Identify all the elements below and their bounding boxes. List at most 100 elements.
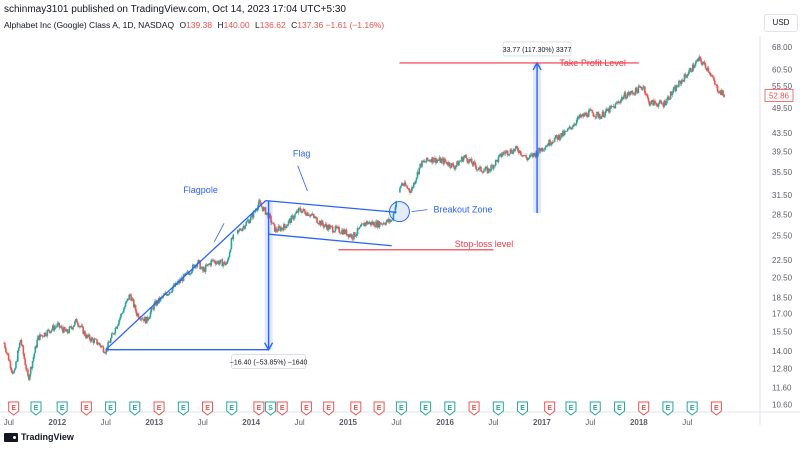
earnings-marker[interactable] <box>589 401 601 416</box>
currency-button[interactable]: USD <box>764 14 798 32</box>
candle <box>355 233 358 236</box>
candle <box>45 335 48 337</box>
candle <box>203 268 206 272</box>
candle <box>611 106 614 107</box>
earnings-marker[interactable] <box>468 401 480 416</box>
earnings-marker[interactable] <box>517 401 529 416</box>
earnings-marker[interactable] <box>276 401 288 416</box>
earnings-marker[interactable] <box>300 401 312 416</box>
tradingview-footer[interactable]: TradingView <box>4 432 74 443</box>
earnings-marker[interactable] <box>544 401 556 416</box>
earnings-marker[interactable] <box>350 401 362 416</box>
earnings-marker[interactable] <box>444 401 456 416</box>
candle <box>368 221 371 224</box>
candle <box>700 58 702 63</box>
candle <box>678 81 680 87</box>
candle <box>645 94 648 96</box>
last-price-label: 52.86 <box>769 91 790 100</box>
earnings-marker[interactable] <box>565 401 577 416</box>
candle <box>288 219 291 222</box>
earnings-marker[interactable] <box>153 401 165 416</box>
candle <box>455 165 457 168</box>
flagpole-line <box>105 200 267 351</box>
candle <box>81 325 84 327</box>
candle <box>673 86 676 89</box>
candle <box>419 163 421 168</box>
candle <box>671 92 674 95</box>
candle <box>135 311 138 316</box>
symbol-name[interactable]: Alphabet Inc (Google) Class A, 1D, NASDA… <box>4 20 175 30</box>
candle <box>588 109 591 112</box>
candle <box>482 171 484 173</box>
earnings-marker[interactable] <box>323 401 335 416</box>
candle <box>521 155 524 157</box>
candle <box>604 111 607 116</box>
earnings-marker[interactable] <box>613 401 625 416</box>
candle <box>498 154 501 157</box>
candle <box>142 318 144 320</box>
candle <box>552 141 555 143</box>
candle <box>314 217 317 218</box>
earnings-marker[interactable] <box>710 401 722 416</box>
candle <box>510 149 513 153</box>
earnings-marker[interactable] <box>373 401 385 416</box>
earnings-marker[interactable] <box>56 401 68 416</box>
candle <box>569 126 572 128</box>
candle <box>630 91 632 94</box>
earnings-marker[interactable] <box>226 401 238 416</box>
earnings-marker-label: E <box>547 405 552 412</box>
candle <box>462 157 465 162</box>
candle <box>61 326 63 330</box>
candle <box>357 228 360 230</box>
candle <box>31 361 34 369</box>
candle <box>460 157 463 161</box>
earnings-marker[interactable] <box>662 401 674 416</box>
earnings-marker[interactable] <box>253 401 265 416</box>
earnings-marker[interactable] <box>202 401 214 416</box>
earnings-marker[interactable] <box>420 401 432 416</box>
candle <box>494 160 497 166</box>
candle <box>121 313 123 315</box>
earnings-marker[interactable] <box>177 401 189 416</box>
candle <box>432 157 434 163</box>
candle <box>637 86 640 94</box>
candle <box>378 222 381 227</box>
candle <box>219 259 222 263</box>
earnings-marker[interactable] <box>80 401 92 416</box>
candle <box>660 101 663 104</box>
candle <box>470 158 473 164</box>
candle <box>447 164 449 166</box>
earnings-marker[interactable] <box>30 401 42 416</box>
candle <box>24 358 26 366</box>
candle <box>551 142 554 143</box>
candle <box>676 85 678 88</box>
earnings-marker[interactable] <box>129 401 141 416</box>
candle <box>602 111 605 118</box>
earnings-marker[interactable] <box>638 401 650 416</box>
candle <box>597 111 599 114</box>
price-tick-label: 15.50 <box>772 327 793 336</box>
candle <box>101 346 104 347</box>
candle <box>613 106 616 109</box>
candle <box>501 154 503 157</box>
earnings-marker[interactable] <box>492 401 504 416</box>
candle <box>481 171 483 172</box>
candle <box>616 102 619 104</box>
earnings-marker[interactable] <box>265 401 277 416</box>
candle <box>478 167 480 170</box>
time-tick-label: Jul <box>4 418 14 427</box>
earnings-marker[interactable] <box>105 401 117 416</box>
candle <box>211 259 213 261</box>
earnings-marker[interactable] <box>395 401 407 416</box>
candle <box>361 224 363 225</box>
candle <box>100 346 103 348</box>
candle <box>281 227 283 229</box>
candle <box>614 103 617 109</box>
candle <box>331 226 334 233</box>
candle <box>89 339 92 342</box>
earnings-marker[interactable] <box>686 401 698 416</box>
candle <box>188 273 190 275</box>
candle <box>241 228 244 231</box>
earnings-marker[interactable] <box>8 401 20 416</box>
